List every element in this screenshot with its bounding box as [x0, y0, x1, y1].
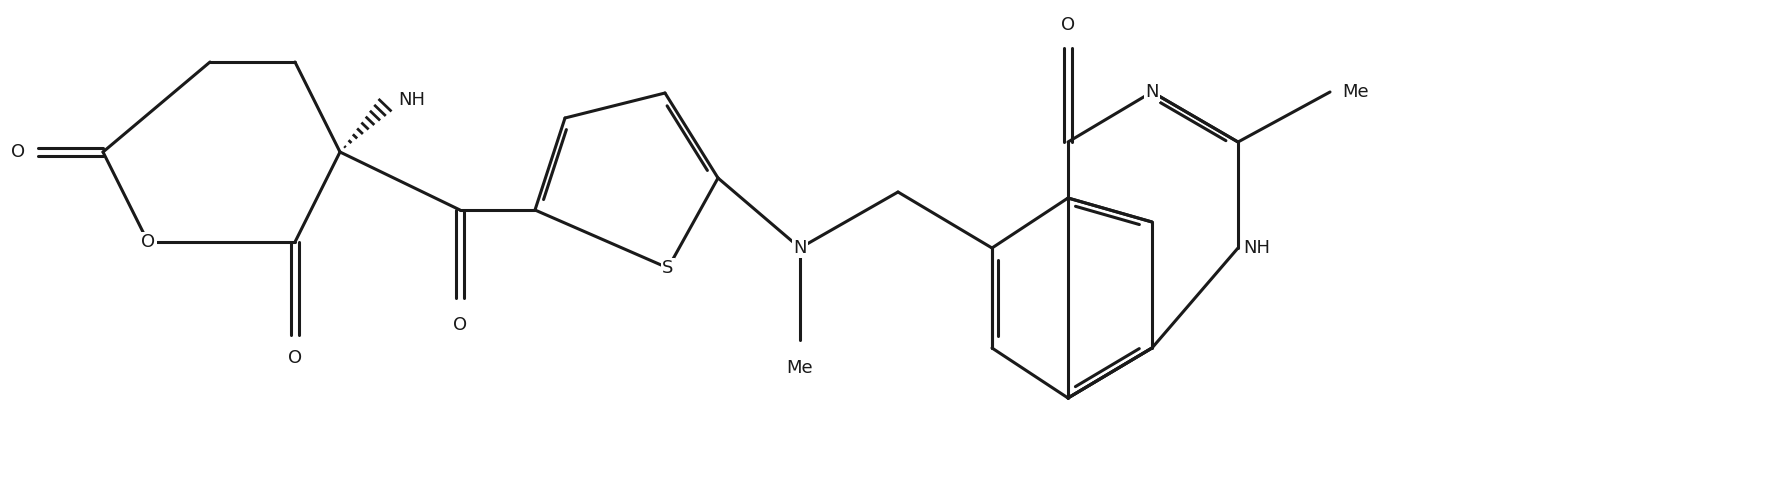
Text: N: N	[1145, 83, 1159, 101]
Text: O: O	[289, 349, 303, 367]
Text: Me: Me	[787, 359, 814, 377]
Text: NH: NH	[398, 91, 425, 109]
Text: O: O	[142, 233, 156, 251]
Text: N: N	[794, 239, 806, 257]
Text: NH: NH	[1244, 239, 1271, 257]
Text: O: O	[453, 316, 468, 334]
Text: O: O	[1061, 16, 1075, 34]
Text: Me: Me	[1342, 83, 1369, 101]
Text: O: O	[11, 143, 25, 161]
Text: S: S	[663, 259, 674, 277]
